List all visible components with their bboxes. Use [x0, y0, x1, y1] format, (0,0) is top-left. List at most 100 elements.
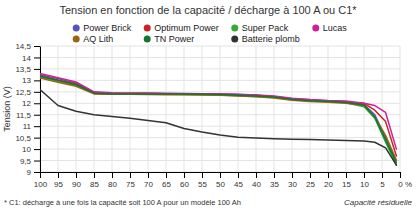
- chart-svg: 0510152025303540455055606570758085909510…: [0, 0, 416, 210]
- x-tick-label: 10: [360, 180, 369, 189]
- y-tick: 12,5: [15, 88, 40, 97]
- x-tick-mark: [346, 172, 347, 178]
- y-tick: 11: [23, 122, 40, 131]
- y-tick-mark: [34, 149, 40, 150]
- x-tick-mark: [202, 172, 203, 178]
- x-tick-mark: [184, 172, 185, 178]
- series-line: [40, 76, 396, 156]
- x-grid-line: [310, 46, 311, 172]
- y-tick: 9,5: [20, 157, 40, 166]
- legend-label: Batterie plomb: [242, 34, 300, 44]
- series-line: [40, 77, 396, 165]
- x-grid-line: [382, 46, 383, 172]
- legend-item: AQ Lith: [73, 34, 114, 44]
- x-tick: 35: [270, 172, 279, 189]
- x-tick-label: 20: [324, 180, 333, 189]
- x-tick-mark: [292, 172, 293, 178]
- x-tick-mark: [220, 172, 221, 178]
- x-tick: 85: [90, 172, 99, 189]
- x-tick-mark: [328, 172, 329, 178]
- x-tick-label: 80: [108, 180, 117, 189]
- y-axis-title: Tension (V): [2, 86, 12, 132]
- x-grid-line: [130, 46, 131, 172]
- x-tick: 60: [180, 172, 189, 189]
- y-tick-label: 9,5: [20, 157, 32, 166]
- legend-swatch: [312, 25, 319, 32]
- y-tick-mark: [34, 80, 40, 81]
- x-grid-line: [40, 46, 41, 172]
- y-tick: 11,5: [16, 111, 40, 120]
- x-tick: 10: [360, 172, 369, 189]
- x-grid-line: [112, 46, 113, 172]
- x-tick: 40: [252, 172, 261, 189]
- x-tick: 20: [324, 172, 333, 189]
- y-tick: 10,5: [15, 134, 40, 143]
- legend-label: AQ Lith: [83, 34, 113, 44]
- x-tick-mark: [274, 172, 275, 178]
- legend-swatch: [144, 36, 151, 43]
- x-tick: 30: [288, 172, 297, 189]
- x-tick-mark: [94, 172, 95, 178]
- legend-item: TN Power: [144, 34, 195, 44]
- x-grid-line: [148, 46, 149, 172]
- x-grid-line: [184, 46, 185, 172]
- y-tick-mark: [34, 57, 40, 58]
- x-grid-line: [202, 46, 203, 172]
- x-tick-label: 90: [72, 180, 81, 189]
- x-tick: 70: [144, 172, 153, 189]
- legend-label: Lucas: [323, 23, 348, 33]
- footnote: * C1: décharge à une fois la capacité so…: [4, 198, 241, 207]
- x-grid-line: [274, 46, 275, 172]
- x-grid-line: [166, 46, 167, 172]
- legend-swatch: [231, 36, 238, 43]
- legend-label: Super Pack: [242, 23, 289, 33]
- y-tick-mark: [34, 92, 40, 93]
- x-tick-label: 5: [380, 180, 385, 189]
- x-grid-line: [256, 46, 257, 172]
- x-tick-mark: [400, 172, 401, 178]
- x-tick: 75: [126, 172, 135, 189]
- x-grid-line: [346, 46, 347, 172]
- x-tick-label: 75: [126, 180, 135, 189]
- x-tick-label: 25: [306, 180, 315, 189]
- x-grid-line: [76, 46, 77, 172]
- grid: [40, 46, 400, 172]
- x-tick-label: 65: [162, 180, 171, 189]
- x-tick: 100: [34, 172, 48, 189]
- x-tick: 90: [72, 172, 81, 189]
- y-axis-line: [40, 47, 41, 173]
- x-tick-label: 0: [398, 180, 403, 189]
- x-axis: 0510152025303540455055606570758085909510…: [34, 172, 403, 189]
- y-tick-mark: [34, 172, 40, 173]
- x-tick-mark: [130, 172, 131, 178]
- y-tick: 10: [22, 145, 40, 154]
- x-grid-line: [400, 46, 401, 172]
- x-tick: 50: [216, 172, 225, 189]
- y-tick: 12: [22, 99, 40, 108]
- legend-item: Power Brick: [73, 23, 132, 33]
- legend-swatch: [231, 25, 238, 32]
- x-tick: 5: [380, 172, 385, 189]
- y-tick-label: 11: [23, 122, 32, 131]
- y-tick-label: 10,5: [15, 134, 31, 143]
- legend-item: Lucas: [312, 23, 347, 33]
- y-tick: 14: [22, 54, 40, 63]
- y-tick-mark: [34, 126, 40, 127]
- x-tick-mark: [40, 172, 41, 178]
- y-tick-label: 14: [22, 54, 31, 63]
- y-tick: 13: [22, 76, 40, 85]
- y-tick-label: 13: [22, 76, 31, 85]
- y-tick: 14,5: [15, 42, 40, 51]
- series-line: [40, 78, 396, 160]
- y-tick-mark: [34, 103, 40, 104]
- series-line: [40, 73, 396, 149]
- x-tick-mark: [148, 172, 149, 178]
- x-tick-label: 95: [54, 180, 63, 189]
- legend-swatch: [73, 25, 80, 32]
- legend-item: Super Pack: [231, 23, 289, 33]
- x-tick: 95: [54, 172, 63, 189]
- x-grid-line: [220, 46, 221, 172]
- x-grid-line: [328, 46, 329, 172]
- x-tick-mark: [112, 172, 113, 178]
- x-tick-label: 50: [216, 180, 225, 189]
